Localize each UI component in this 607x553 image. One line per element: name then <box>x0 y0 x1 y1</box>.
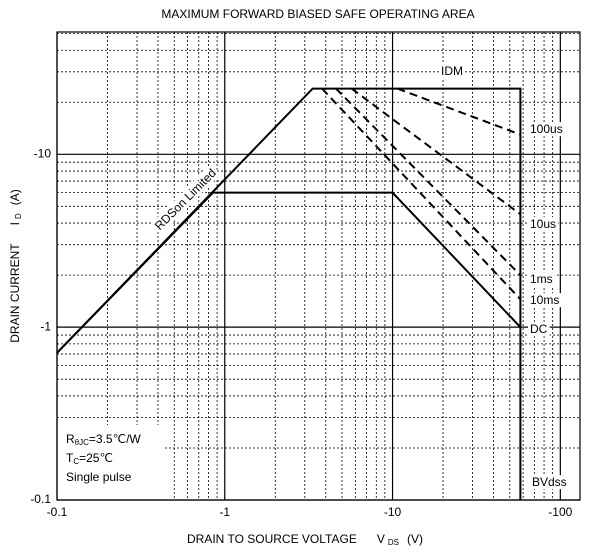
label-bg <box>528 272 555 287</box>
condition-sub: C <box>73 457 79 466</box>
line-label: 10ms <box>530 293 559 307</box>
series-line <box>350 87 521 216</box>
series-line <box>321 87 522 300</box>
condition-main: R <box>66 432 75 446</box>
chart-title: MAXIMUM FORWARD BIASED SAFE OPERATING AR… <box>161 7 474 21</box>
condition: Single pulse <box>66 470 132 484</box>
x-tick-label: -100 <box>548 505 572 519</box>
label-bg <box>528 293 562 308</box>
x-tick-label: -0.1 <box>47 505 68 519</box>
x-tick-label: -10 <box>384 505 402 519</box>
axis-label-sub: D <box>14 213 23 219</box>
condition: RθJC=3.5℃/W <box>66 432 141 447</box>
condition-main: Single pulse <box>66 470 132 484</box>
y-tick-label: -1 <box>40 319 51 333</box>
y-tick-label: -10 <box>34 146 52 160</box>
line-label: BVdss <box>532 475 567 489</box>
line-label: 100us <box>530 122 563 136</box>
series-line <box>335 87 522 276</box>
condition-rest: =25℃ <box>79 451 113 465</box>
line-label: IDM <box>441 64 463 78</box>
condition-main: T <box>66 451 74 465</box>
axis-label-text: DRAIN CURRENT <box>8 243 22 343</box>
axis-label-symbol: V <box>377 532 385 546</box>
axis-label-symbol: I <box>8 222 22 225</box>
axis-label: DRAIN CURRENT ID (A) <box>8 189 23 342</box>
x-tick-label: -1 <box>219 505 230 519</box>
line-label: DC <box>530 322 548 336</box>
axis-label-unit: (A) <box>8 189 22 205</box>
axis-label-unit: (V) <box>407 532 423 546</box>
label-bg <box>528 322 550 337</box>
condition: TC=25℃ <box>66 451 113 466</box>
line-label: 10us <box>530 217 556 231</box>
series-line <box>397 87 521 136</box>
condition-sub: θJC <box>75 438 89 447</box>
label-bg <box>439 64 465 79</box>
axis-label-text: DRAIN TO SOURCE VOLTAGE <box>187 532 357 546</box>
conditions-box <box>58 425 163 499</box>
label-bg <box>528 122 565 137</box>
axis-label: DRAIN TO SOURCE VOLTAGE V DS (V) <box>187 532 423 547</box>
axis-label-sub: DS <box>388 538 399 547</box>
label-bg <box>150 164 221 235</box>
line-label: 1ms <box>530 272 553 286</box>
label-bg <box>530 475 569 490</box>
condition-rest: =3.5℃/W <box>89 432 142 446</box>
label-bg <box>528 217 559 232</box>
plot-frame <box>56 31 581 501</box>
y-tick-label: -0.1 <box>30 492 51 506</box>
series-line <box>56 191 522 354</box>
